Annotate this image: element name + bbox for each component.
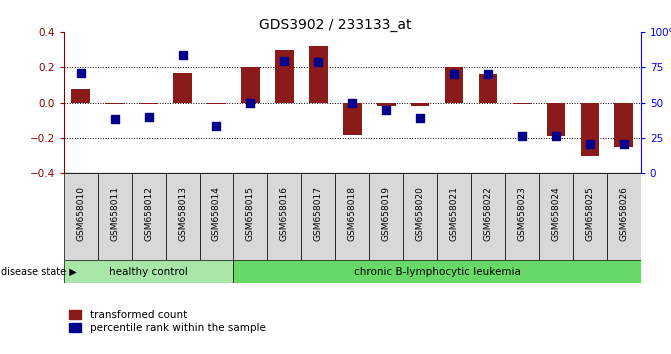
- Text: GSM658021: GSM658021: [450, 187, 458, 241]
- Point: [415, 115, 425, 121]
- Text: healthy control: healthy control: [109, 267, 188, 277]
- Bar: [437, 173, 471, 260]
- Text: GSM658014: GSM658014: [212, 187, 221, 241]
- Text: GSM658026: GSM658026: [619, 187, 628, 241]
- Point: [109, 116, 120, 121]
- Bar: [71, 88, 90, 103]
- Bar: [64, 260, 234, 283]
- Bar: [573, 173, 607, 260]
- Text: disease state ▶: disease state ▶: [1, 267, 77, 277]
- Point: [449, 72, 460, 77]
- Bar: [234, 173, 268, 260]
- Legend: transformed count, percentile rank within the sample: transformed count, percentile rank withi…: [69, 310, 266, 333]
- Bar: [241, 67, 260, 103]
- Bar: [471, 173, 505, 260]
- Text: GSM658015: GSM658015: [246, 187, 255, 241]
- Bar: [411, 103, 429, 106]
- Point: [143, 114, 154, 120]
- Bar: [445, 67, 464, 103]
- Text: GSM658017: GSM658017: [314, 187, 323, 241]
- Bar: [234, 260, 641, 283]
- Bar: [539, 173, 573, 260]
- Text: GSM658024: GSM658024: [552, 187, 560, 241]
- Bar: [166, 173, 199, 260]
- Point: [177, 52, 188, 58]
- Point: [245, 100, 256, 105]
- Point: [482, 72, 493, 77]
- Bar: [268, 173, 301, 260]
- Bar: [140, 103, 158, 104]
- Point: [551, 133, 562, 139]
- Bar: [199, 173, 234, 260]
- Bar: [547, 103, 565, 136]
- Text: GDS3902 / 233133_at: GDS3902 / 233133_at: [259, 18, 412, 32]
- Point: [75, 71, 86, 76]
- Text: GSM658018: GSM658018: [348, 187, 357, 241]
- Point: [313, 59, 323, 65]
- Point: [619, 142, 629, 147]
- Bar: [377, 103, 396, 106]
- Text: GSM658013: GSM658013: [178, 187, 187, 241]
- Point: [279, 58, 290, 64]
- Bar: [301, 173, 336, 260]
- Text: GSM658020: GSM658020: [415, 187, 425, 241]
- Text: GSM658022: GSM658022: [484, 187, 493, 241]
- Bar: [513, 103, 531, 104]
- Point: [381, 107, 392, 113]
- Bar: [98, 173, 132, 260]
- Bar: [275, 50, 294, 103]
- Bar: [478, 74, 497, 103]
- Bar: [207, 103, 226, 104]
- Point: [517, 133, 527, 139]
- Text: GSM658010: GSM658010: [76, 187, 85, 241]
- Text: GSM658019: GSM658019: [382, 187, 391, 241]
- Bar: [132, 173, 166, 260]
- Bar: [369, 173, 403, 260]
- Point: [211, 123, 222, 129]
- Text: GSM658011: GSM658011: [110, 187, 119, 241]
- Bar: [309, 46, 327, 103]
- Bar: [343, 103, 362, 136]
- Text: GSM658025: GSM658025: [585, 187, 595, 241]
- Bar: [336, 173, 369, 260]
- Bar: [64, 173, 98, 260]
- Bar: [607, 173, 641, 260]
- Bar: [505, 173, 539, 260]
- Text: GSM658023: GSM658023: [517, 187, 527, 241]
- Bar: [580, 103, 599, 156]
- Bar: [105, 103, 124, 104]
- Text: GSM658012: GSM658012: [144, 187, 153, 241]
- Point: [584, 142, 595, 147]
- Bar: [173, 74, 192, 103]
- Text: GSM658016: GSM658016: [280, 187, 289, 241]
- Bar: [403, 173, 437, 260]
- Bar: [615, 103, 633, 147]
- Text: chronic B-lymphocytic leukemia: chronic B-lymphocytic leukemia: [354, 267, 521, 277]
- Point: [347, 100, 358, 105]
